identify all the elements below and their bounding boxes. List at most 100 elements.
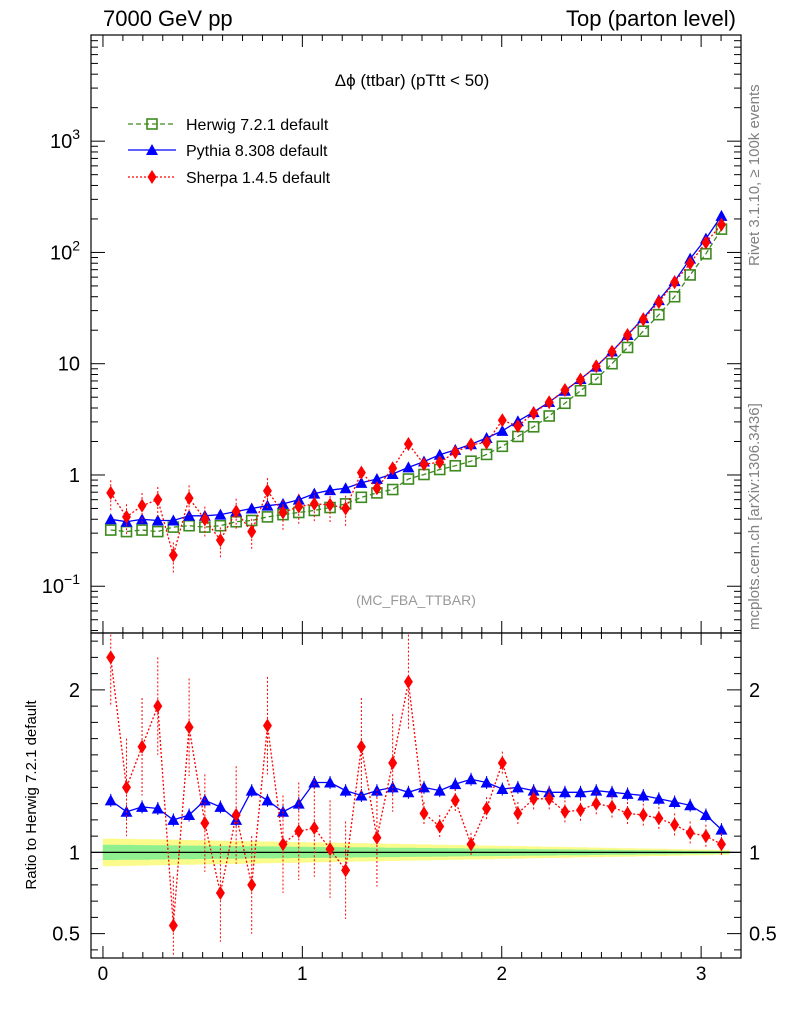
ratio-point-sherpa (200, 816, 210, 831)
data-point-sherpa (701, 235, 711, 250)
ratio-point-pythia (590, 784, 603, 796)
data-point-herwig (590, 373, 603, 386)
data-point-pythia (167, 514, 180, 526)
ratio-point-sherpa (153, 699, 163, 714)
ratio-y-tick-label: 1 (69, 842, 80, 864)
data-point-sherpa (591, 359, 601, 374)
ratio-point-sherpa (435, 819, 445, 834)
ratio-point-sherpa (372, 830, 382, 845)
series-line-herwig (110, 228, 723, 533)
ratio-point-sherpa (497, 756, 507, 770)
data-point-sherpa (670, 275, 680, 290)
data-point-sherpa (513, 419, 523, 434)
legend-label-herwig: Herwig 7.2.1 default (186, 117, 329, 134)
data-point-sherpa (466, 437, 476, 452)
legend-label-pythia: Pythia 8.308 default (186, 143, 328, 160)
series-line-pythia (110, 215, 723, 523)
ratio-point-sherpa (341, 863, 351, 878)
data-point-sherpa (638, 312, 648, 327)
data-point-sherpa (215, 533, 225, 548)
ratio-point-sherpa (575, 803, 585, 818)
ratio-y-tick-label: 2 (69, 680, 80, 702)
data-point-pythia (104, 513, 117, 525)
ratio-point-pythia (558, 786, 571, 798)
ratio-point-pythia (684, 799, 697, 811)
y-tick-label: 10 (58, 354, 80, 376)
data-point-herwig (653, 308, 665, 321)
ratio-point-pythia (715, 823, 728, 835)
ratio-line-sherpa (110, 657, 722, 926)
data-point-herwig (402, 473, 415, 485)
legend-marker-pythia (146, 144, 158, 155)
ratio-point-pythia (527, 784, 540, 796)
data-point-herwig (543, 410, 555, 422)
ratio-point-sherpa (716, 837, 726, 852)
data-point-herwig (684, 269, 696, 281)
data-point-sherpa (716, 217, 726, 232)
data-point-pythia (496, 424, 509, 436)
data-point-sherpa (544, 395, 554, 410)
y-tick-label: 10−1 (42, 571, 80, 598)
ratio-point-pythia (652, 792, 665, 804)
ratio-point-pythia (511, 781, 524, 793)
ratio-point-pythia (183, 809, 196, 820)
data-point-herwig (104, 524, 117, 536)
ratio-line-pythia (110, 778, 722, 831)
x-tick-label: 2 (496, 964, 507, 985)
data-point-sherpa (247, 524, 257, 539)
data-point-sherpa (685, 256, 695, 271)
ratio-point-sherpa (309, 821, 319, 835)
data-point-sherpa (262, 483, 272, 498)
ratio-point-pythia (621, 787, 634, 799)
data-point-pythia (370, 473, 383, 485)
ratio-point-pythia (480, 776, 493, 788)
ratio-point-pythia (417, 781, 430, 793)
ratio-y-axis-label: Ratio to Herwig 7.2.1 default (23, 700, 40, 890)
ratio-point-pythia (277, 805, 290, 817)
ratio-point-sherpa (654, 811, 664, 826)
ratio-y-tick-label-right: 1 (749, 842, 760, 864)
ratio-point-sherpa (294, 824, 304, 839)
ratio-point-sherpa (215, 886, 225, 900)
data-point-sherpa (294, 499, 304, 514)
data-point-pythia (715, 209, 728, 221)
data-point-sherpa (654, 295, 664, 310)
data-point-sherpa (482, 435, 492, 450)
data-point-sherpa (325, 497, 335, 512)
data-point-pythia (151, 514, 164, 526)
header-beam-label: 7000 GeV pp (103, 6, 233, 31)
ratio-point-sherpa (560, 804, 570, 819)
ratio-point-pythia (214, 800, 227, 812)
ratio-point-sherpa (419, 806, 429, 821)
ratio-point-sherpa (356, 739, 366, 754)
ratio-point-sherpa (685, 825, 695, 840)
data-point-sherpa (137, 498, 147, 513)
ratio-point-pythia (324, 776, 337, 788)
ratio-point-pythia (261, 794, 274, 806)
ratio-point-pythia (496, 783, 509, 794)
data-point-sherpa (607, 344, 617, 359)
data-point-sherpa (200, 512, 210, 527)
data-point-sherpa (372, 481, 382, 496)
ratio-point-sherpa (247, 877, 257, 892)
data-point-herwig (559, 397, 571, 410)
data-point-sherpa (106, 485, 116, 500)
ratio-point-sherpa (607, 799, 617, 814)
ratio-point-sherpa (623, 806, 633, 821)
data-point-sherpa (341, 501, 351, 516)
ratio-point-pythia (245, 784, 258, 796)
ratio-point-pythia (136, 800, 149, 812)
data-point-sherpa (529, 406, 539, 421)
data-point-herwig (151, 525, 164, 538)
ratio-point-sherpa (106, 650, 116, 665)
data-point-sherpa (153, 492, 163, 507)
data-point-sherpa (309, 496, 319, 511)
y-tick-label: 103 (50, 126, 80, 153)
data-point-herwig (449, 459, 462, 472)
data-point-herwig (386, 483, 399, 496)
ratio-point-pythia (637, 789, 650, 801)
data-point-sherpa (450, 445, 460, 460)
data-point-sherpa (356, 465, 366, 480)
x-tick-label: 1 (297, 964, 308, 985)
